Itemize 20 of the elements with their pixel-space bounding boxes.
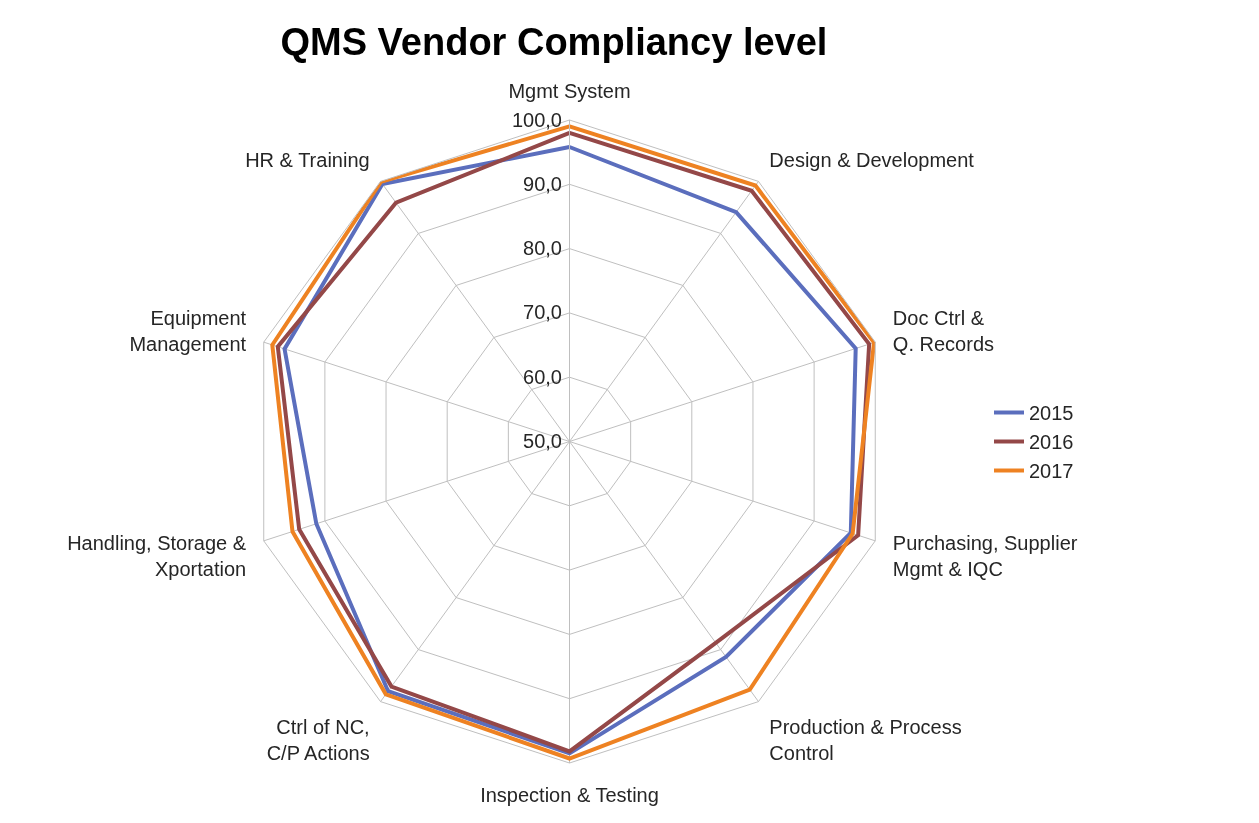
y-tick-label: 80,0 xyxy=(523,237,562,260)
spoke-label: Design & Development xyxy=(769,149,975,172)
y-tick-label: 70,0 xyxy=(523,301,562,324)
spoke-label: Equipment Management xyxy=(129,306,247,355)
spoke-label: Inspection & Testing xyxy=(480,783,659,806)
spoke-label: HR & Training xyxy=(245,149,370,172)
y-tick-label: 100,0 xyxy=(511,108,562,131)
spoke-label: Doc Ctrl & Q. Records xyxy=(892,306,995,355)
y-tick-label: 90,0 xyxy=(523,172,562,195)
legend-label: 2017 xyxy=(1029,460,1074,483)
y-tick-label: 60,0 xyxy=(523,365,562,388)
legend-label: 2016 xyxy=(1029,431,1074,454)
spoke-label: Handling, Storage & Xportation xyxy=(67,532,247,581)
spoke-label: Ctrl of NC, C/P Actions xyxy=(266,716,370,765)
legend-label: 2015 xyxy=(1029,402,1074,425)
chart-title: QMS Vendor Compliancy level xyxy=(280,21,828,64)
spoke-label: Mgmt System xyxy=(508,79,631,102)
spoke-label: Purchasing, Supplier Mgmt & IQC xyxy=(892,532,1078,581)
spoke-label: Production & Process Control xyxy=(769,716,962,765)
y-tick-label: 50,0 xyxy=(523,430,562,452)
